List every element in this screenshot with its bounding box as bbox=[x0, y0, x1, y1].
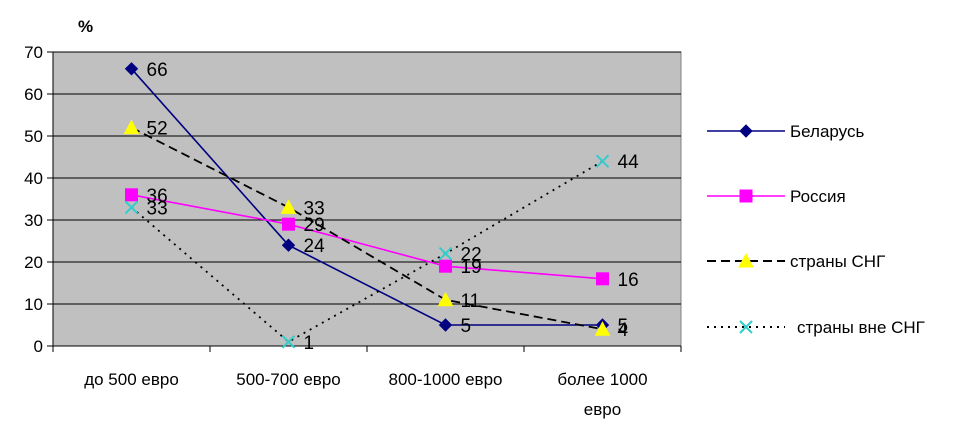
data-label: 22 bbox=[461, 245, 482, 266]
x-tick-label: более 1000 bbox=[557, 370, 647, 389]
data-point bbox=[124, 200, 139, 215]
y-tick-label: 30 bbox=[24, 211, 43, 230]
x-tick-label: до 500 евро bbox=[84, 370, 179, 389]
y-tick-label: 40 bbox=[24, 169, 43, 188]
legend-entry: Россия bbox=[707, 187, 846, 206]
data-label: 19 bbox=[461, 257, 482, 278]
data-label: 5 bbox=[461, 316, 472, 337]
legend-entry: страны СНГ bbox=[707, 252, 885, 271]
legend-label: страны вне СНГ bbox=[797, 318, 925, 337]
data-point bbox=[282, 217, 295, 231]
data-label: 33 bbox=[304, 198, 325, 219]
data-label: 44 bbox=[618, 152, 640, 173]
data-point bbox=[438, 246, 453, 261]
y-tick-label: 70 bbox=[24, 43, 43, 62]
data-point bbox=[123, 119, 140, 135]
data-point bbox=[596, 272, 609, 286]
y-tick-label: 10 bbox=[24, 295, 43, 314]
legend-marker bbox=[739, 189, 753, 203]
legend-label: Беларусь bbox=[790, 122, 864, 141]
y-tick-label: 20 bbox=[24, 253, 43, 272]
data-label: 24 bbox=[304, 236, 326, 257]
data-label: 1 bbox=[304, 333, 315, 354]
data-point bbox=[281, 335, 296, 349]
x-tick-label: евро bbox=[584, 400, 621, 419]
data-label: 33 bbox=[147, 198, 168, 219]
data-point bbox=[281, 238, 296, 252]
data-label: 11 bbox=[461, 291, 481, 312]
data-label: 5 bbox=[618, 316, 629, 337]
y-tick-label: 60 bbox=[24, 85, 43, 104]
legend-entry: Беларусь bbox=[707, 122, 864, 141]
y-tick-label: 0 bbox=[34, 337, 43, 356]
legend-label: страны СНГ bbox=[790, 252, 885, 271]
legend-marker bbox=[739, 320, 753, 334]
data-label: 36 bbox=[147, 186, 168, 207]
legend-label: Россия bbox=[790, 187, 846, 206]
data-label: 4 bbox=[618, 320, 629, 341]
x-tick-label: 500-700 евро bbox=[236, 370, 341, 389]
legend-marker bbox=[738, 252, 754, 268]
data-point bbox=[438, 318, 453, 332]
data-point bbox=[280, 199, 297, 214]
data-point bbox=[437, 291, 454, 307]
data-label: 16 bbox=[618, 270, 639, 291]
data-point bbox=[595, 154, 610, 168]
series-line bbox=[131, 194, 603, 280]
series-line bbox=[130, 160, 603, 343]
y-tick-label: 50 bbox=[24, 127, 43, 146]
series-line bbox=[130, 68, 603, 326]
x-tick-label: 800-1000 евро bbox=[389, 370, 503, 389]
data-label: 66 bbox=[147, 60, 168, 81]
data-point bbox=[439, 259, 452, 273]
data-point bbox=[594, 321, 611, 336]
data-label: 52 bbox=[147, 119, 168, 140]
legend-entry: страны вне СНГ bbox=[707, 318, 925, 337]
data-point bbox=[125, 188, 138, 202]
y-unit-label: % bbox=[78, 17, 93, 36]
legend-marker bbox=[739, 124, 753, 138]
data-point bbox=[124, 62, 139, 76]
series-line bbox=[131, 126, 603, 331]
data-label: 29 bbox=[304, 215, 325, 236]
